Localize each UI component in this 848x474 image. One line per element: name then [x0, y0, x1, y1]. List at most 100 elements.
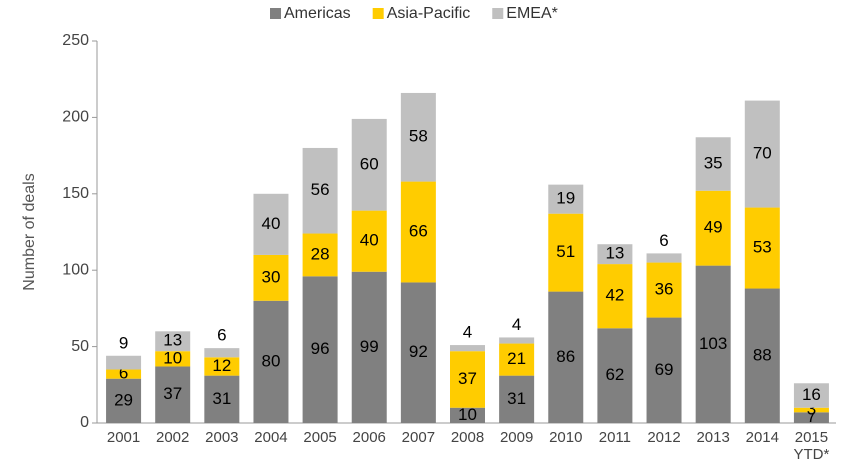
data-label: 16	[802, 385, 821, 404]
x-tick-label: 2012	[647, 429, 681, 446]
bar-segment	[400, 92, 436, 182]
data-label: 6	[659, 231, 668, 250]
bar-segment	[744, 207, 780, 289]
bar-segment	[499, 375, 535, 423]
bar-segment	[106, 355, 142, 370]
data-label: 12	[212, 356, 231, 375]
data-label: 4	[463, 323, 472, 342]
data-label: 40	[360, 231, 379, 250]
y-axis-label: Number of deals	[21, 173, 38, 290]
data-label: 51	[556, 242, 575, 261]
data-label: 35	[704, 153, 723, 172]
bar-segment	[450, 407, 485, 423]
bar-segment	[155, 351, 191, 367]
data-label: 13	[163, 331, 182, 350]
x-tick-label: 2001	[106, 429, 141, 446]
data-label: 103	[699, 334, 727, 353]
data-label: 58	[409, 127, 428, 146]
bar-segment	[646, 317, 682, 423]
data-label: 28	[311, 244, 330, 263]
x-tick-label: 2004	[254, 429, 288, 446]
x-tick-label: 2005	[303, 429, 337, 446]
data-label: 10	[163, 348, 182, 367]
bar-segment	[744, 100, 780, 208]
data-label: 19	[556, 189, 575, 208]
y-tick-label: 200	[62, 109, 89, 126]
data-label: 3	[807, 399, 816, 418]
bar-segment	[499, 337, 535, 344]
bar-segment	[793, 412, 829, 423]
data-label: 21	[507, 349, 526, 368]
bar-segment	[646, 262, 682, 318]
data-label: 37	[458, 369, 477, 388]
data-label: 30	[262, 267, 281, 286]
legend-swatch	[270, 8, 281, 19]
bar-segment	[253, 300, 289, 423]
data-label: 70	[753, 144, 772, 163]
y-tick-label: 50	[71, 338, 89, 355]
data-label: 53	[753, 238, 772, 257]
bar-segment	[597, 328, 633, 423]
data-label: 92	[409, 342, 428, 361]
bar-segment	[253, 193, 289, 255]
data-label: 6	[119, 364, 128, 383]
x-tick-label: 2013	[696, 429, 730, 446]
data-label: 56	[311, 180, 330, 199]
data-label: 88	[753, 345, 772, 364]
data-label: 40	[262, 214, 281, 233]
bar-segment	[499, 343, 535, 376]
data-label: 37	[163, 384, 182, 403]
bar-segment	[302, 233, 338, 277]
x-tick-label: 2002	[156, 429, 190, 446]
bar-segment	[351, 118, 387, 211]
data-label: 31	[507, 389, 526, 408]
bar-segment	[106, 378, 142, 423]
x-tick-label: 2003	[205, 429, 239, 446]
bar-segment	[351, 210, 387, 272]
data-label: 96	[311, 339, 330, 358]
bar-segment	[597, 244, 633, 265]
x-tick-label: 2015 YTD*	[793, 429, 830, 463]
data-label: 86	[556, 347, 575, 366]
data-label: 62	[605, 365, 624, 384]
legend-label: EMEA*	[506, 5, 558, 22]
x-tick-label: 2009	[499, 429, 534, 446]
x-tick-label: 2007	[401, 429, 436, 446]
data-label: 4	[512, 315, 521, 334]
bar-segment	[646, 253, 682, 263]
bar-segment	[548, 213, 584, 292]
y-tick-label: 250	[62, 32, 89, 49]
data-label: 36	[655, 280, 674, 299]
data-label: 60	[360, 154, 379, 173]
bar-segment	[106, 369, 142, 379]
data-label: 80	[262, 351, 281, 370]
x-tick-label: 2006	[352, 429, 386, 446]
bar-segment	[744, 288, 780, 423]
data-label: 99	[360, 337, 379, 356]
data-label: 10	[458, 405, 477, 424]
data-label: 31	[212, 389, 231, 408]
bar-segment	[253, 254, 289, 301]
bar-segment	[155, 366, 191, 423]
bar-segment	[597, 264, 633, 329]
bar-segment	[548, 291, 584, 423]
bar-segment	[793, 407, 829, 413]
legend-swatch	[492, 8, 504, 19]
y-tick-label: 100	[62, 261, 89, 278]
x-tick-label: 2011	[598, 429, 632, 446]
bar-segment	[302, 276, 338, 423]
data-label: 29	[114, 390, 133, 409]
x-tick-label: 2010	[549, 429, 583, 446]
bar-segment	[450, 351, 485, 408]
bar-segment	[695, 265, 731, 423]
data-label: 66	[409, 221, 428, 240]
data-label: 6	[217, 326, 226, 345]
bar-segment	[695, 137, 731, 191]
bar-segment	[400, 181, 436, 283]
bar-segment	[450, 345, 485, 352]
bar-segment	[302, 147, 338, 234]
bar-segment	[793, 383, 829, 408]
bar-segment	[204, 357, 240, 376]
bar-segment	[155, 331, 191, 352]
